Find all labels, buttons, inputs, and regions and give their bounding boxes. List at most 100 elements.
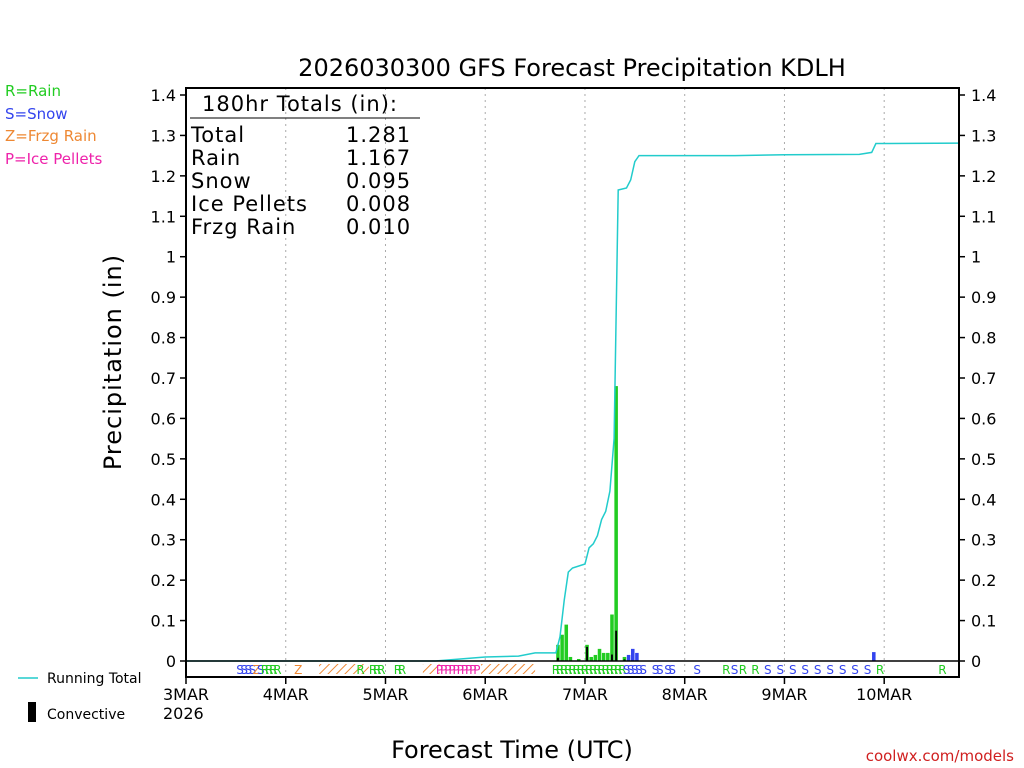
type-letter-16: R <box>398 663 406 677</box>
y-tick-label-left-0: 0 <box>166 652 176 671</box>
convective-bar-3 <box>615 630 618 661</box>
x-tick-label-4: 7MAR <box>562 685 608 704</box>
y-tick-label-right-3: 0.3 <box>971 531 996 550</box>
y-tick-label-right-4: 0.4 <box>971 490 996 509</box>
type-letter-5: S <box>257 663 265 677</box>
y-tick-label-left-1: 0.1 <box>151 612 176 631</box>
type-letter-21: P <box>453 663 460 677</box>
totals-label-rain: Rain <box>191 146 241 170</box>
y-tick-label-left-6: 0.6 <box>151 409 176 428</box>
type-letter-17: P <box>436 663 443 677</box>
type-letter-53: S <box>693 663 701 677</box>
precip-bar-8 <box>597 648 602 661</box>
type-letter-20: P <box>448 663 455 677</box>
type-letter-11: R <box>356 663 364 677</box>
convective-legend-label: Convective <box>47 707 125 723</box>
y-tick-label-right-8: 0.8 <box>971 329 996 348</box>
y-tick-label-right-9: 0.9 <box>971 288 996 307</box>
type-letter-24: P <box>465 663 472 677</box>
x-tick-label-7: 10MAR <box>856 685 912 704</box>
type-letter-43: R <box>618 663 626 677</box>
precip-bar-14 <box>626 654 631 661</box>
type-letter-45: S <box>627 663 635 677</box>
type-letter-8: R <box>269 663 277 677</box>
type-letter-61: S <box>801 663 809 677</box>
type-letter-47: S <box>635 663 643 677</box>
totals-box: 180hr Totals (in): Total 1.281 Rain 1.16… <box>190 92 420 239</box>
chart-title: 2026030300 GFS Forecast Precipitation KD… <box>298 54 846 82</box>
y-tick-label-left-14: 1.4 <box>151 86 176 105</box>
type-letter-49: S <box>652 663 660 677</box>
legend-snow: S=Snow <box>5 105 68 123</box>
frzg-rain-hatch-1 <box>422 664 440 674</box>
type-letter-26: P <box>473 663 480 677</box>
y-tick-label-right-12: 1.2 <box>971 167 996 186</box>
precip-bar-11 <box>610 614 614 661</box>
type-letter-27: R <box>552 663 560 677</box>
type-letter-36: R <box>589 663 597 677</box>
type-letter-9: R <box>273 663 281 677</box>
legend-rain: R=Rain <box>5 82 61 100</box>
type-letter-29: R <box>560 663 568 677</box>
y-tick-label-right-7: 0.7 <box>971 369 996 388</box>
type-letter-38: R <box>597 663 605 677</box>
frzg-rain-hatch-0 <box>318 664 369 674</box>
totals-value-frzg-rain: 0.010 <box>346 215 411 239</box>
legend-ice-pellets: P=Ice Pellets <box>5 150 102 168</box>
x-tick-label-2: 5MAR <box>362 685 408 704</box>
type-letter-34: R <box>581 663 589 677</box>
y-tick-label-left-8: 0.8 <box>151 329 176 348</box>
type-letter-55: S <box>731 663 739 677</box>
vertical-gridlines <box>285 88 885 677</box>
type-letter-40: R <box>606 663 614 677</box>
type-letter-58: S <box>764 663 772 677</box>
type-letter-25: P <box>469 663 476 677</box>
x-tick-label-6: 9MAR <box>761 685 807 704</box>
precip-bar-15 <box>630 648 635 661</box>
legend-frzg-rain: Z=Frzg Rain <box>5 127 97 145</box>
precip-bar-4 <box>576 658 581 661</box>
type-letter-59: S <box>776 663 784 677</box>
type-letter-22: P <box>457 663 464 677</box>
type-letter-44: S <box>623 663 631 677</box>
y-tick-label-right-5: 0.5 <box>971 450 996 469</box>
type-letter-37: R <box>593 663 601 677</box>
type-letter-33: R <box>577 663 585 677</box>
running-total-legend-label: Running Total <box>47 671 142 687</box>
y-tick-label-right-13: 1.3 <box>971 126 996 145</box>
type-letter-6: R <box>261 663 269 677</box>
type-letter-19: P <box>444 663 451 677</box>
type-letter-14: R <box>377 663 385 677</box>
type-letter-2: S <box>245 663 253 677</box>
totals-label-frzg-rain: Frzg Rain <box>191 215 296 239</box>
convective-bar-4 <box>623 659 626 661</box>
totals-label-total: Total <box>190 123 245 147</box>
type-letter-32: R <box>572 663 580 677</box>
y-tick-label-left-2: 0.2 <box>151 571 176 590</box>
y-tick-label-right-11: 1.1 <box>971 207 996 226</box>
y-tick-label-right-6: 0.6 <box>971 409 996 428</box>
y-tick-label-left-3: 0.3 <box>151 531 176 550</box>
x-tick-label-1: 4MAR <box>263 685 309 704</box>
totals-label-snow: Snow <box>191 169 252 193</box>
totals-value-total: 1.281 <box>346 123 411 147</box>
y-axis-label: Precipitation (in) <box>99 254 127 470</box>
type-letter-13: R <box>373 663 381 677</box>
type-letter-23: P <box>461 663 468 677</box>
y-tick-label-left-11: 1.1 <box>151 207 176 226</box>
precip-bar-0 <box>556 644 560 661</box>
y-tick-label-left-9: 0.9 <box>151 288 176 307</box>
y-tick-label-left-13: 1.3 <box>151 126 176 145</box>
type-letter-41: R <box>610 663 618 677</box>
y-axis-left: 0 0.1 0.2 0.3 0.4 0.5 0.6 0.7 0.8 0.9 1 1.1 1.2 1.3 1.… <box>151 86 186 671</box>
type-letter-42: R <box>614 663 622 677</box>
y-tick-label-left-12: 1.2 <box>151 167 176 186</box>
type-letter-15: R <box>394 663 402 677</box>
type-letter-56: R <box>739 663 747 677</box>
y-tick-label-right-10: 1 <box>971 248 981 267</box>
precip-bar-6 <box>589 656 593 661</box>
precip-bars <box>556 386 876 661</box>
precip-bar-2 <box>564 624 569 661</box>
